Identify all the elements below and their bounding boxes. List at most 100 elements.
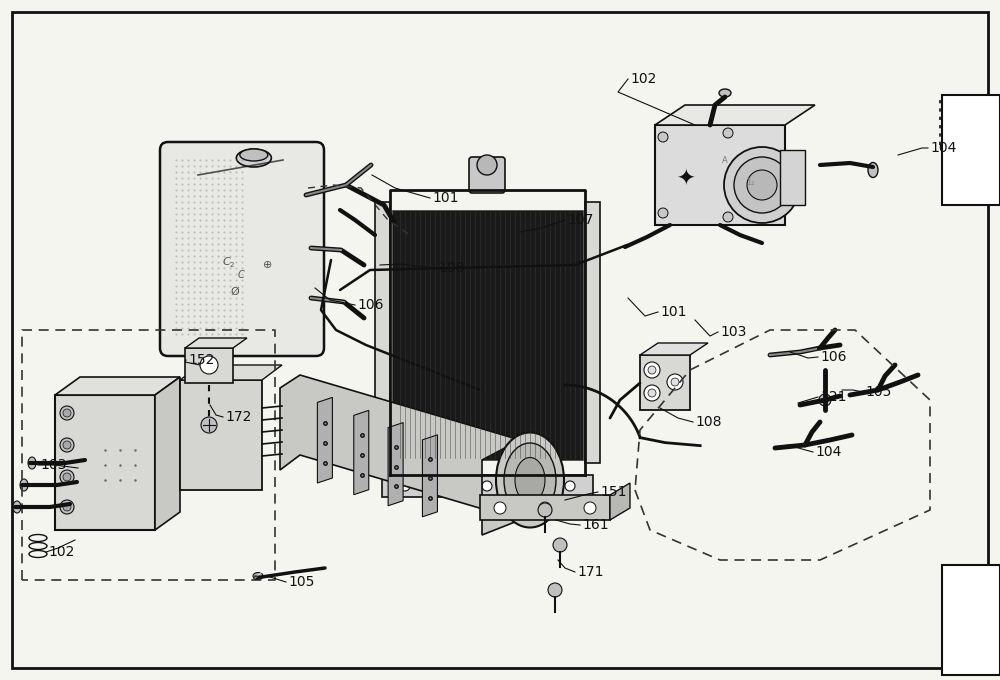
Text: 152: 152 — [188, 353, 214, 367]
Polygon shape — [55, 377, 180, 395]
Circle shape — [63, 409, 71, 417]
Text: 106: 106 — [820, 350, 846, 364]
Circle shape — [60, 438, 74, 452]
Text: ⊕: ⊕ — [263, 260, 272, 270]
Ellipse shape — [515, 458, 545, 503]
Circle shape — [648, 366, 656, 374]
Circle shape — [734, 157, 790, 213]
Circle shape — [724, 147, 800, 223]
Ellipse shape — [868, 163, 878, 177]
Text: 105: 105 — [288, 575, 314, 589]
Circle shape — [400, 481, 410, 491]
Text: 151: 151 — [600, 485, 626, 499]
Circle shape — [565, 481, 575, 491]
Polygon shape — [422, 435, 437, 517]
Circle shape — [553, 538, 567, 552]
Ellipse shape — [20, 479, 28, 491]
Ellipse shape — [719, 89, 731, 97]
Text: A: A — [722, 156, 728, 165]
Circle shape — [723, 128, 733, 138]
Circle shape — [658, 208, 668, 218]
Circle shape — [667, 374, 683, 390]
Bar — [180, 380, 262, 490]
Circle shape — [60, 470, 74, 484]
Text: Ø: Ø — [230, 287, 239, 297]
Text: 108: 108 — [695, 415, 722, 429]
Bar — [655, 125, 785, 225]
Text: C: C — [238, 270, 245, 280]
Bar — [942, 565, 1000, 675]
Ellipse shape — [240, 149, 268, 161]
Ellipse shape — [13, 501, 21, 513]
Text: 108: 108 — [438, 261, 464, 275]
Polygon shape — [354, 410, 369, 495]
Text: 2: 2 — [230, 262, 234, 268]
Ellipse shape — [28, 457, 36, 469]
Bar — [392, 210, 583, 460]
Polygon shape — [317, 397, 332, 483]
Circle shape — [200, 356, 218, 374]
Bar — [185, 348, 233, 383]
Text: 103: 103 — [40, 458, 66, 472]
Circle shape — [648, 389, 656, 397]
Bar — [640, 355, 690, 410]
Circle shape — [201, 417, 217, 433]
Text: 107: 107 — [567, 213, 593, 227]
Polygon shape — [180, 365, 282, 380]
Circle shape — [548, 583, 562, 597]
Circle shape — [584, 502, 596, 514]
Circle shape — [63, 473, 71, 481]
Circle shape — [747, 170, 777, 200]
Text: 103: 103 — [720, 325, 746, 339]
Circle shape — [644, 362, 660, 378]
Polygon shape — [280, 375, 520, 535]
Text: 121: 121 — [820, 390, 846, 404]
Ellipse shape — [236, 149, 271, 167]
FancyBboxPatch shape — [160, 142, 324, 356]
Bar — [375, 202, 390, 463]
Text: C: C — [223, 257, 231, 267]
Circle shape — [63, 503, 71, 511]
Ellipse shape — [504, 443, 556, 517]
Circle shape — [482, 481, 492, 491]
Text: 101: 101 — [660, 305, 686, 319]
Text: 102: 102 — [630, 72, 656, 86]
Text: 171: 171 — [577, 565, 604, 579]
Polygon shape — [610, 483, 630, 520]
Circle shape — [538, 503, 552, 517]
Bar — [55, 395, 155, 530]
Circle shape — [494, 502, 506, 514]
Bar — [480, 495, 610, 520]
Circle shape — [477, 155, 497, 175]
FancyBboxPatch shape — [469, 157, 505, 193]
Text: 102: 102 — [48, 545, 74, 559]
Text: 101: 101 — [432, 191, 458, 205]
Bar — [382, 475, 593, 497]
Circle shape — [723, 212, 733, 222]
Polygon shape — [655, 105, 815, 125]
Text: ✦: ✦ — [676, 170, 694, 190]
Text: 172: 172 — [225, 410, 251, 424]
Polygon shape — [185, 338, 247, 348]
Text: 106: 106 — [357, 298, 384, 312]
Polygon shape — [388, 422, 403, 506]
Bar — [780, 150, 805, 205]
Circle shape — [644, 385, 660, 401]
Circle shape — [671, 378, 679, 386]
Circle shape — [60, 500, 74, 514]
Text: 1₂: 1₂ — [746, 178, 754, 187]
Text: 104: 104 — [930, 141, 956, 155]
Bar — [942, 95, 1000, 205]
Ellipse shape — [496, 432, 564, 528]
Circle shape — [658, 132, 668, 142]
Ellipse shape — [253, 573, 263, 579]
Circle shape — [60, 406, 74, 420]
Bar — [585, 202, 600, 463]
Polygon shape — [155, 377, 180, 530]
Text: 104: 104 — [815, 445, 841, 459]
Circle shape — [819, 394, 831, 406]
Polygon shape — [640, 343, 708, 355]
Circle shape — [63, 441, 71, 449]
Text: 105: 105 — [865, 385, 891, 399]
Text: 161: 161 — [582, 518, 609, 532]
